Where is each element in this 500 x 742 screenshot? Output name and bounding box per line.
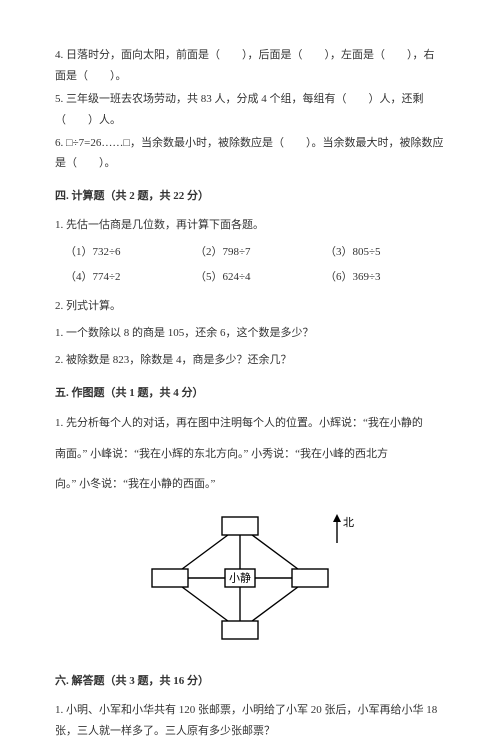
north-label: 北 [343, 516, 354, 529]
north-arrow-head [333, 514, 341, 522]
draw-q1-line1: 1. 先分析每个人的对话，再在图中注明每个人的位置。小辉说：“我在小静的 [55, 411, 445, 435]
calc-q2b: 2. 被除数是 823，除数是 4，商是多少？还余几？ [55, 350, 445, 371]
diagram-wrap: 小静 北 [55, 508, 445, 653]
draw-q1-line2: 南面。” 小峰说：“我在小辉的东北方向。” 小秀说：“我在小峰的西北方 [55, 442, 445, 466]
section-6-title: 六. 解答题（共 3 题，共 16 分） [55, 671, 445, 692]
calc-item: （4）774÷2 [65, 267, 155, 288]
center-label: 小静 [229, 571, 251, 585]
fill-q4: 4. 日落时分，面向太阳，前面是（ ），后面是（ ），左面是（ ），右面是（ ）… [55, 45, 445, 87]
node-right [292, 569, 328, 587]
position-diagram: 小静 北 [140, 508, 360, 653]
calc-item: （1）732÷6 [65, 242, 155, 263]
node-bottom [222, 621, 258, 639]
draw-q1-line3: 向。” 小冬说：“我在小静的西面。” [55, 472, 445, 496]
calc-item: （3）805÷5 [325, 242, 415, 263]
calc-item: （6）369÷3 [325, 267, 415, 288]
solve-q1: 1. 小明、小军和小华共有 120 张邮票，小明给了小军 20 张后，小军再给小… [55, 700, 445, 742]
calc-item: （5）624÷4 [195, 267, 285, 288]
node-left [152, 569, 188, 587]
calc-q1: 1. 先估一估商是几位数，再计算下面各题。 [55, 215, 445, 236]
section-5-title: 五. 作图题（共 1 题，共 4 分） [55, 383, 445, 404]
node-top [222, 517, 258, 535]
fill-q5: 5. 三年级一班去农场劳动，共 83 人，分成 4 个组，每组有（ ）人，还剩（… [55, 89, 445, 131]
calc-item: （2）798÷7 [195, 242, 285, 263]
section-4-title: 四. 计算题（共 2 题，共 22 分） [55, 186, 445, 207]
calc-q2a: 1. 一个数除以 8 的商是 105，还余 6，这个数是多少？ [55, 323, 445, 344]
calc-row-2: （4）774÷2 （5）624÷4 （6）369÷3 [65, 267, 445, 288]
calc-row-1: （1）732÷6 （2）798÷7 （3）805÷5 [65, 242, 445, 263]
fill-q6: 6. □÷7=26……□，当余数最小时，被除数应是（ ）。当余数最大时，被除数应… [55, 133, 445, 175]
calc-q2: 2. 列式计算。 [55, 296, 445, 317]
